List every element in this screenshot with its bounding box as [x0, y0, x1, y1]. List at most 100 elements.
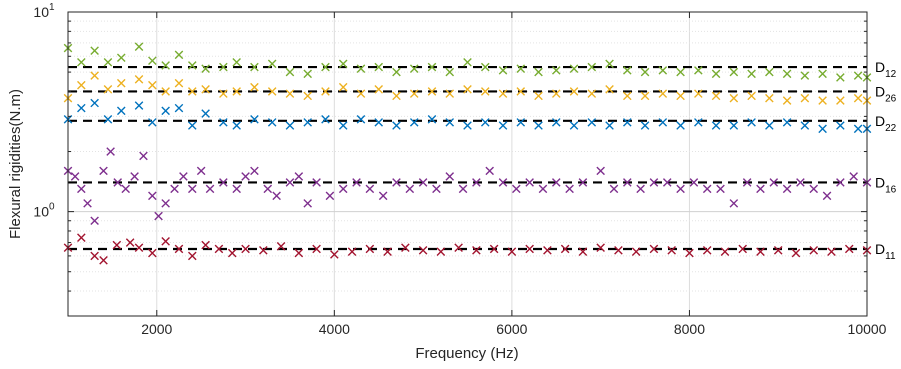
series-d22 — [63, 98, 872, 134]
series-labels: D12 D26 D22 D16 D11 — [875, 59, 897, 262]
data-point — [103, 115, 113, 124]
data-point — [667, 246, 676, 255]
data-point — [409, 89, 419, 98]
data-point — [463, 57, 472, 67]
data-point — [676, 67, 685, 77]
data-point — [187, 184, 197, 194]
data-point — [534, 67, 543, 77]
data-point — [498, 89, 508, 98]
data-point — [250, 62, 259, 72]
data-point — [338, 82, 348, 92]
data-point — [294, 172, 304, 181]
data-point — [83, 199, 92, 208]
data-point — [201, 240, 210, 250]
data-point — [485, 166, 494, 176]
reference-lines — [68, 65, 867, 251]
data-point — [392, 67, 401, 77]
data-point — [418, 246, 428, 255]
data-point — [480, 87, 490, 96]
data-point — [796, 178, 805, 187]
x-tick-label: 10000 — [848, 321, 887, 337]
data-point — [241, 172, 250, 181]
data-point — [694, 89, 703, 98]
data-point — [125, 238, 135, 247]
data-point — [90, 216, 99, 226]
data-point — [605, 85, 614, 94]
data-point — [263, 184, 273, 194]
x-axis-title: Frequency (Hz) — [415, 345, 518, 362]
data-point — [148, 191, 157, 201]
data-point — [551, 118, 561, 127]
data-point — [836, 96, 845, 105]
data-point — [569, 121, 579, 130]
data-point — [640, 91, 650, 101]
data-point — [756, 247, 765, 256]
data-point — [170, 184, 179, 194]
data-point — [356, 89, 366, 98]
data-point — [325, 191, 335, 201]
data-point — [702, 246, 712, 255]
data-point — [154, 211, 163, 221]
data-point — [232, 121, 241, 130]
data-point — [303, 199, 312, 208]
data-point — [614, 246, 623, 255]
y-tick-label: 101 — [33, 2, 55, 20]
data-point — [534, 121, 543, 130]
data-point — [623, 66, 632, 75]
data-point — [219, 178, 228, 187]
data-point — [232, 57, 241, 67]
data-point — [662, 178, 672, 187]
data-point — [818, 96, 827, 105]
data-point — [836, 73, 845, 82]
data-point — [516, 64, 526, 73]
data-point — [303, 69, 312, 79]
data-point — [374, 118, 384, 127]
data-point — [106, 147, 115, 156]
data-point — [338, 121, 348, 130]
data-point — [134, 42, 144, 52]
data-point — [418, 178, 428, 187]
data-point — [267, 118, 277, 127]
data-point — [77, 184, 86, 194]
data-point — [587, 89, 597, 98]
data-point — [130, 172, 139, 181]
x-tick-label: 8000 — [674, 321, 705, 337]
data-point — [658, 89, 668, 98]
data-point — [432, 184, 441, 194]
data-point — [303, 91, 312, 101]
data-point — [676, 121, 685, 130]
series-label-d26: D26 — [875, 83, 897, 104]
data-point — [276, 242, 286, 251]
data-point — [187, 251, 197, 261]
data-point — [560, 244, 570, 254]
data-point — [605, 59, 614, 69]
data-point — [374, 62, 384, 72]
data-point — [338, 184, 348, 194]
data-point — [392, 121, 401, 130]
data-point — [427, 115, 437, 124]
data-point — [565, 184, 574, 194]
data-point — [747, 118, 756, 127]
data-point — [99, 166, 108, 176]
series-label-d22: D22 — [875, 113, 897, 134]
data-point — [321, 62, 330, 72]
data-point — [729, 93, 739, 103]
data-point — [538, 184, 548, 194]
data-point — [227, 248, 237, 258]
data-point — [551, 89, 561, 98]
data-point — [836, 121, 845, 130]
data-point — [472, 178, 481, 187]
data-point — [729, 199, 739, 208]
data-point — [321, 87, 330, 96]
data-point — [161, 61, 170, 70]
data-point — [103, 57, 113, 67]
data-point — [427, 62, 437, 72]
data-point — [716, 184, 725, 194]
data-point — [822, 191, 832, 201]
data-point — [174, 50, 184, 60]
data-point — [649, 178, 659, 187]
data-point — [392, 91, 401, 101]
data-point — [134, 75, 144, 84]
data-point — [458, 184, 468, 194]
data-point — [436, 247, 446, 256]
